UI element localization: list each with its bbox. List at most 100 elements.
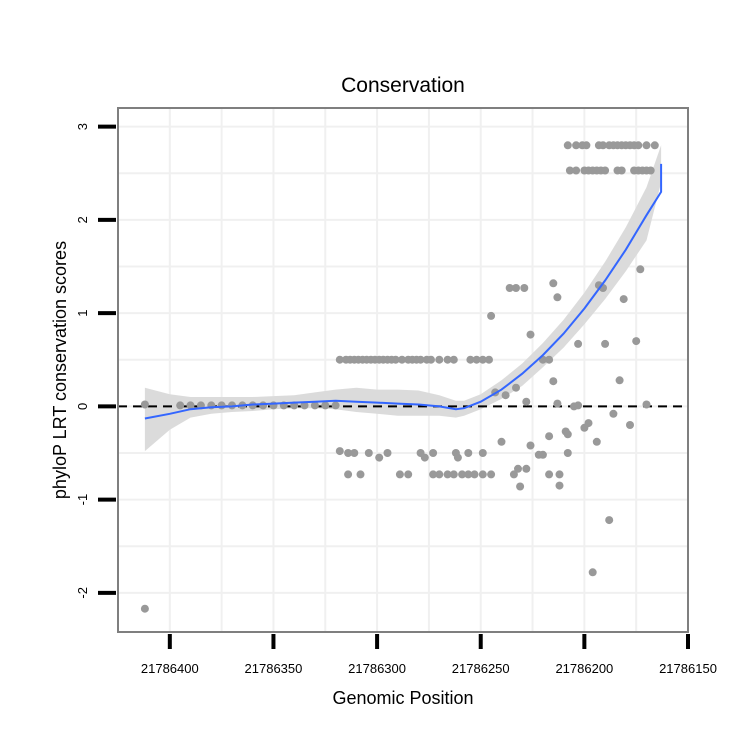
data-point [453, 453, 462, 462]
data-point [634, 141, 643, 150]
data-point [545, 355, 554, 364]
data-point [553, 293, 562, 302]
data-point [350, 449, 359, 457]
data-point [186, 401, 195, 410]
data-point [505, 284, 514, 292]
data-point [375, 453, 384, 462]
data-point [420, 453, 429, 462]
data-point [335, 447, 344, 456]
data-point [626, 421, 634, 429]
data-point [395, 470, 404, 479]
data-point [391, 355, 400, 364]
data-point [217, 401, 226, 410]
points-layer [140, 141, 659, 613]
data-point [321, 401, 330, 410]
data-point [553, 399, 562, 408]
data-point [522, 397, 531, 406]
y-tick-label: 1 [75, 310, 90, 317]
data-point [601, 339, 610, 348]
chart-title: Conservation [341, 74, 465, 97]
data-point [464, 449, 473, 457]
data-point [572, 141, 581, 150]
data-point [545, 470, 554, 479]
data-point [572, 166, 581, 175]
smooth-fit-line [144, 163, 663, 420]
data-point [416, 355, 425, 364]
y-tick-label: -1 [75, 494, 90, 506]
x-tick-label: 21786400 [141, 661, 199, 676]
data-point [449, 470, 458, 479]
data-point [563, 430, 572, 439]
data-point [584, 419, 593, 428]
data-point [259, 401, 268, 410]
x-tick-label: 21786350 [245, 661, 303, 676]
data-point [601, 166, 610, 175]
smooth-line-layer [144, 163, 663, 420]
data-point [364, 449, 373, 457]
data-point [435, 470, 444, 479]
data-point [516, 482, 525, 491]
data-point [310, 401, 319, 410]
data-point [592, 437, 601, 446]
data-point [619, 295, 628, 304]
data-point [427, 355, 435, 364]
data-point [501, 391, 510, 400]
data-point [549, 377, 558, 386]
y-tick-label: -2 [75, 587, 90, 599]
data-point [555, 470, 564, 479]
data-point [472, 355, 481, 364]
data-point [512, 383, 520, 392]
data-point [555, 481, 564, 490]
data-point [642, 141, 651, 150]
data-point [487, 470, 496, 479]
x-tick-label: 21786300 [348, 661, 406, 676]
data-point [609, 409, 618, 418]
data-point [615, 376, 624, 385]
y-axis-label: phyloP LRT conservation scores [50, 241, 70, 499]
data-point [443, 355, 452, 364]
data-point [140, 604, 149, 613]
data-point [574, 401, 583, 410]
data-point [563, 449, 572, 457]
confidence-band-layer [144, 145, 662, 452]
data-point [509, 470, 518, 479]
data-point [435, 355, 444, 364]
y-tick-label: 0 [75, 403, 90, 410]
data-point [520, 284, 529, 292]
data-point [526, 441, 535, 450]
data-point [344, 470, 353, 479]
data-point [464, 470, 473, 479]
data-point [538, 450, 547, 459]
data-point [300, 401, 309, 410]
data-point [398, 355, 406, 364]
x-tick-label: 21786250 [452, 661, 510, 676]
data-point [497, 437, 506, 446]
data-point [335, 355, 344, 364]
data-point [449, 355, 458, 364]
data-point [588, 568, 597, 577]
data-point [331, 401, 340, 410]
data-point [478, 449, 487, 457]
data-point [404, 470, 413, 479]
confidence-band [144, 145, 662, 452]
grid [118, 108, 688, 632]
data-point [632, 337, 641, 346]
data-point [383, 449, 392, 457]
data-point [429, 470, 438, 479]
data-point [485, 355, 493, 364]
data-point [429, 449, 438, 457]
panel-border [117, 107, 689, 633]
x-axis-label: Genomic Position [332, 688, 473, 708]
y-tick-label: 2 [75, 216, 90, 223]
data-point [545, 432, 554, 441]
data-point [478, 355, 487, 364]
data-point [605, 516, 614, 525]
data-point [522, 464, 531, 473]
data-point [443, 470, 452, 479]
data-point [512, 284, 520, 292]
data-point [636, 265, 645, 274]
x-tick-label: 21786150 [659, 661, 717, 676]
data-point [344, 449, 353, 457]
x-tick-label: 21786200 [555, 661, 613, 676]
